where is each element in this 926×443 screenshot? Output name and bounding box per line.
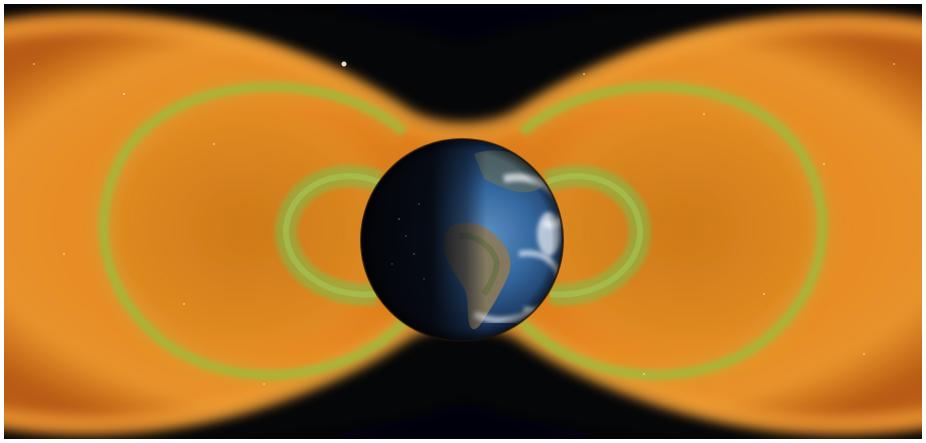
top-space-gap [184,4,744,44]
particle-sparkles [33,61,895,385]
outer-belt-left-lobe [89,74,413,387]
inner-radiation-belt-left [275,165,384,306]
inner-radiation-belt-right [542,165,651,306]
earth [360,138,564,342]
radiation-belts-scene [4,4,922,439]
scene-svg [4,4,922,439]
bottom-space-gap [184,402,744,439]
